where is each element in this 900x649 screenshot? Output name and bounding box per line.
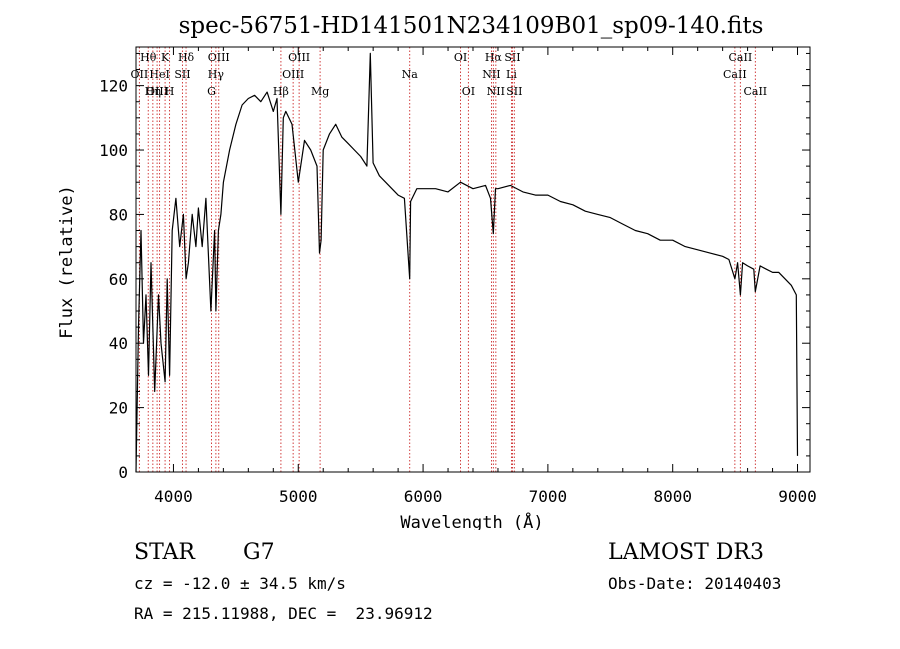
line-marker-label: Hθ [140, 51, 157, 64]
x-tick-label: 9000 [778, 487, 817, 506]
redshift-value: cz = -12.0 ± 34.5 km/s [134, 574, 346, 593]
line-marker-label: Li [506, 68, 517, 81]
x-axis-label: Wavelength (Å) [400, 511, 543, 530]
plot-frame [135, 46, 811, 473]
y-axis: 0 20 40 60 80 100 120 [99, 52, 810, 482]
x-axis: 4000 5000 6000 7000 8000 9000 [154, 47, 817, 506]
line-marker-label: H [165, 85, 175, 98]
y-tick-label: 100 [99, 141, 128, 160]
line-marker-label: CaII [723, 68, 747, 81]
line-marker-label: OIII [282, 68, 304, 81]
line-marker-label: OI [462, 85, 475, 98]
x-tick-label: 6000 [404, 487, 443, 506]
chart-title: spec-56751-HD141501N234109B01_sp09-140.f… [179, 13, 764, 39]
coordinates: RA = 215.11988, DEC = 23.96912 [134, 604, 433, 623]
line-marker-label: SII [506, 85, 522, 98]
line-marker-label: NII [482, 68, 500, 81]
line-marker-label: Hγ [208, 68, 225, 81]
line-marker-label: OIII [288, 51, 310, 64]
y-axis-label: Flux (relative) [57, 185, 77, 339]
line-marker-label: Hβ [273, 85, 289, 98]
line-marker-label: Hη [145, 85, 161, 98]
y-tick-label: 60 [109, 270, 128, 289]
y-tick-label: 80 [109, 205, 128, 224]
line-marker-label: SII [174, 68, 190, 81]
line-marker-label: CaII [729, 51, 753, 64]
line-marker-label: G [207, 85, 216, 98]
x-tick-label: 8000 [653, 487, 692, 506]
x-tick-label: 7000 [529, 487, 568, 506]
spectral-subclass: G7 [243, 540, 275, 565]
line-marker-label: OIII [208, 51, 230, 64]
x-tick-label: 5000 [279, 487, 318, 506]
object-class: STAR [134, 540, 195, 565]
observation-date: Obs-Date: 20140403 [608, 574, 782, 593]
line-marker-label: Na [402, 68, 419, 81]
line-marker-label: OIII [146, 85, 168, 98]
x-tick-label: 4000 [154, 487, 193, 506]
y-tick-label: 0 [118, 463, 128, 482]
line-marker-label: OI [454, 51, 467, 64]
line-marker-label: NII [487, 85, 505, 98]
line-marker-label: K [161, 51, 170, 64]
line-marker-label: Mg [311, 85, 329, 98]
line-marker-label: Hδ [178, 51, 195, 64]
line-marker-label: Hα [485, 51, 503, 64]
line-marker-label: OII [131, 68, 149, 81]
line-marker-label: CaII [743, 85, 767, 98]
spectrum-line [135, 52, 799, 473]
y-tick-label: 120 [99, 77, 128, 96]
line-marker-label: SII [504, 51, 520, 64]
y-tick-label: 20 [109, 399, 128, 418]
line-marker-label: HeI [149, 68, 169, 81]
spectrum-chart: spec-56751-HD141501N234109B01_sp09-140.f… [57, 13, 817, 530]
survey-name: LAMOST DR3 [608, 540, 764, 565]
y-tick-label: 40 [109, 334, 128, 353]
